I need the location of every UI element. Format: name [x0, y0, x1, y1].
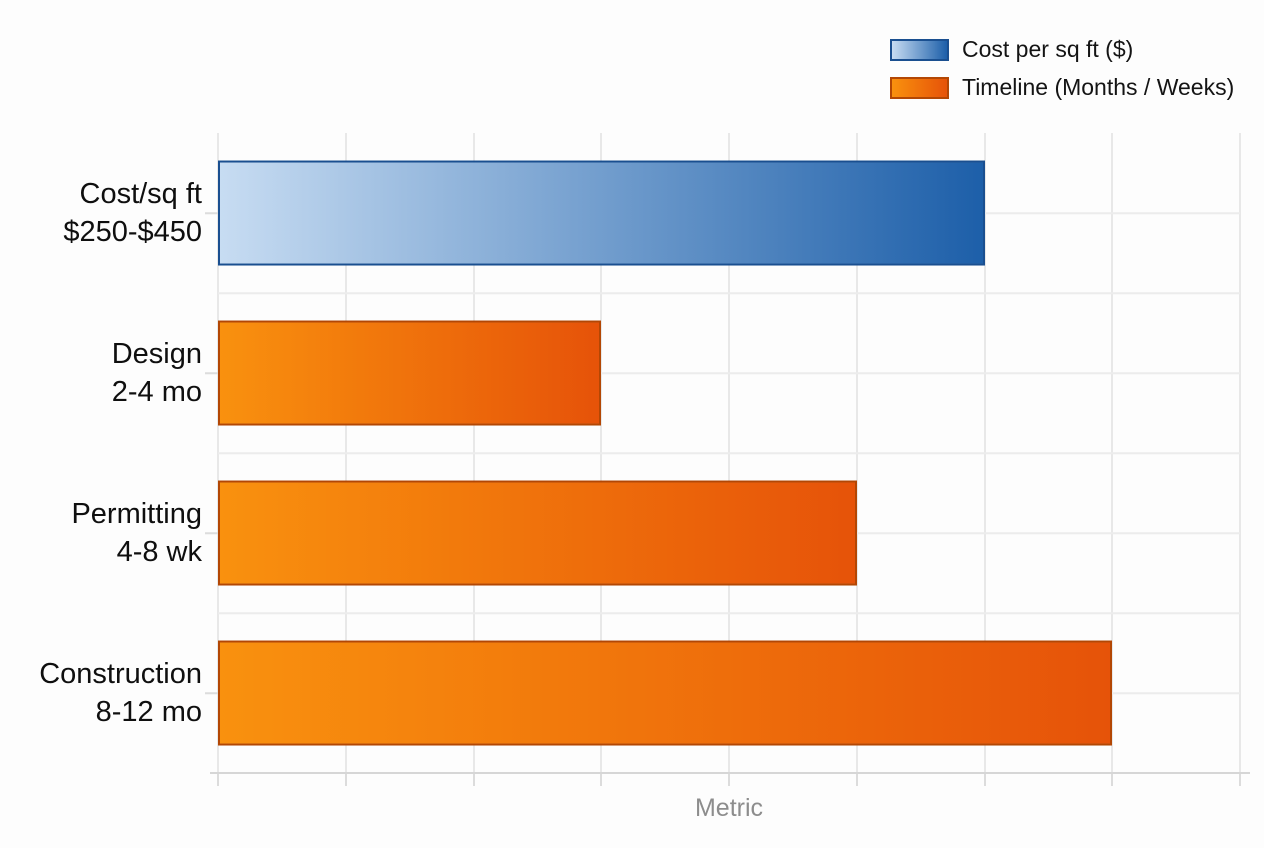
x-axis-tick	[344, 773, 347, 786]
horizontal-gridline	[218, 292, 1240, 294]
x-axis-tick	[1239, 773, 1241, 786]
bar-row	[218, 453, 1240, 613]
x-axis-tick	[983, 773, 986, 786]
y-axis-labels: Cost/sq ft $250-$450 Design 2-4 mo Permittin…	[0, 133, 202, 773]
bar-construction	[218, 640, 1113, 746]
bar-design	[218, 320, 602, 426]
y-axis-label: Design 2-4 mo	[111, 338, 202, 408]
x-axis-tick	[217, 773, 219, 786]
legend: Cost per sq ft ($) Timeline (Months / We…	[890, 36, 1234, 101]
legend-label-cost: Cost per sq ft ($)	[962, 36, 1134, 62]
x-axis-tick	[1111, 773, 1114, 786]
x-axis-tick	[472, 773, 475, 786]
bar-cost-sq-ft	[218, 160, 985, 266]
y-axis-label: Cost/sq ft $250-$450	[63, 178, 202, 248]
x-axis-title: Metric	[694, 794, 764, 822]
bar-row	[218, 293, 1240, 453]
bars	[218, 133, 1240, 773]
plot-area	[205, 133, 1250, 786]
x-axis-tick	[600, 773, 603, 786]
bar-permitting	[218, 480, 857, 586]
y-axis-tick	[205, 372, 218, 374]
legend-label-timeline: Timeline (Months / Weeks)	[962, 74, 1235, 100]
horizontal-gridline	[218, 452, 1240, 454]
x-axis-tick	[728, 773, 730, 786]
horizontal-gridline	[218, 372, 1240, 374]
x-axis-line	[210, 772, 1250, 774]
y-axis-label: Permitting 4-8 wk	[71, 498, 202, 568]
bar-row	[218, 613, 1240, 773]
x-axis-tick	[855, 773, 858, 786]
legend-item-cost: Cost per sq ft ($)	[890, 36, 1234, 63]
y-axis-label: Construction 8-12 mo	[39, 658, 202, 728]
vertical-gridline	[1239, 133, 1241, 773]
bar-row	[218, 133, 1240, 293]
legend-swatch-cost-icon	[890, 38, 949, 61]
horizontal-gridline	[218, 612, 1240, 614]
y-axis-tick	[205, 212, 218, 214]
legend-swatch-timeline-icon	[890, 76, 949, 99]
y-axis-tick	[205, 692, 218, 694]
y-axis-tick	[205, 532, 218, 534]
legend-item-timeline: Timeline (Months / Weeks)	[890, 74, 1234, 101]
